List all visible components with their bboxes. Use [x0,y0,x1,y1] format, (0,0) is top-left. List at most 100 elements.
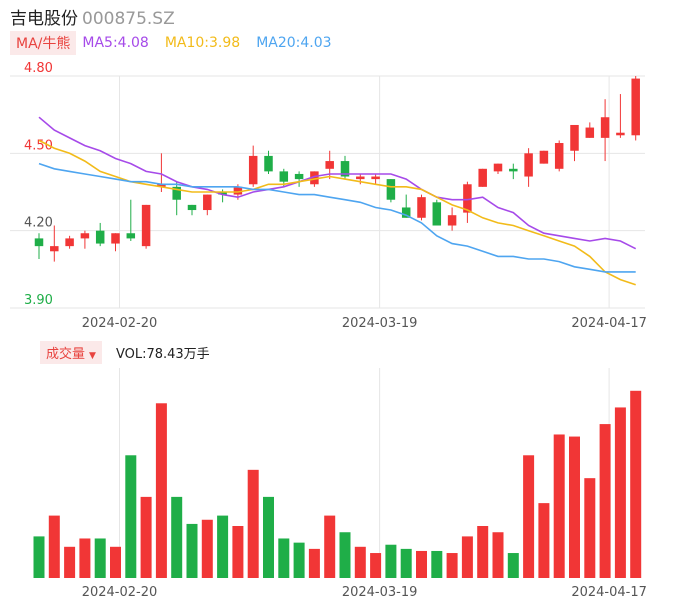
candle-body [279,171,289,182]
ma-toggle-button[interactable]: MA/牛熊 [10,31,77,55]
candle-body [310,171,319,185]
candle-body [463,184,472,213]
candle-body [509,168,518,172]
volume-bar [125,455,137,578]
ma5-label: MA5:4.08 [82,35,149,51]
volume-bar [507,553,519,578]
volume-bar [523,455,535,578]
y-tick-label: 4.20 [24,216,53,231]
candle-body [616,132,625,136]
candle-body [386,179,396,200]
stock-name: 吉电股份 [10,9,78,29]
candle-body [34,238,44,247]
stock-code: 000875.SZ [82,9,175,29]
candle-body [65,238,74,247]
volume-bar [431,550,443,578]
volume-bar [339,532,351,578]
candle-body [294,173,304,180]
volume-x-tick-label: 2024-02-20 [82,585,158,600]
candle-body [248,155,258,185]
volume-bar [247,469,259,578]
ma10-line [38,139,636,286]
volume-bar [461,536,473,578]
candle-body [356,176,365,180]
ma5-line [38,116,637,250]
candle-body [600,117,610,138]
volume-bar [110,546,121,578]
volume-bar [446,553,458,578]
volume-header: 成交量 ▼ VOL:78.43万手 [40,340,210,364]
candle-body [325,161,334,169]
volume-bar [630,390,642,578]
volume-toggle-label: 成交量 [46,346,86,362]
volume-bar [79,538,91,578]
volume-bar [538,503,550,578]
candle-body [264,155,273,172]
ma20-line [38,162,636,273]
candle-body [493,163,503,172]
volume-bar [553,434,565,578]
x-tick-label: 2024-04-17 [571,316,647,331]
candle-body [524,153,533,177]
stock-title: 吉电股份 000875.SZ [10,4,175,29]
candle-body [631,78,640,136]
candle-body [417,197,426,218]
volume-bar [64,546,76,578]
candle-body [340,161,350,177]
y-tick-label: 4.50 [24,138,53,153]
candle-body [478,168,487,187]
candle-body [50,246,59,252]
volume-x-tick-label: 2024-03-19 [342,585,418,600]
volume-bar [584,478,596,578]
volume-bar [569,436,580,578]
volume-bar [416,550,427,578]
volume-bar [614,407,626,578]
candle-body [447,215,457,226]
volume-value-label: VOL:78.43万手 [115,346,210,362]
volume-bar [278,538,290,578]
volume-bar [370,553,382,578]
volume-bar [263,496,274,578]
candle-body [141,204,151,247]
volume-bar [171,496,183,578]
candle-body [187,204,197,211]
candle-body [218,192,227,195]
volume-toggle-button[interactable]: 成交量 ▼ [40,340,102,364]
volume-bar [400,548,412,578]
ma20-label: MA20:4.03 [256,35,332,51]
ma-legend: MA/牛熊 MA5:4.08 MA10:3.98 MA20:4.03 [10,31,348,55]
candle-body [233,186,243,195]
y-tick-label: 4.80 [24,61,53,76]
candle-body [539,150,549,164]
ma10-label: MA10:3.98 [164,35,241,51]
volume-bar [201,519,213,578]
volume-bar [385,544,397,578]
volume-bar [155,403,167,578]
volume-bar [94,538,106,578]
volume-bar [217,515,229,578]
volume-bar [599,424,611,578]
candle-body [126,233,136,239]
x-tick-label: 2024-02-20 [82,316,158,331]
candle-body [203,194,212,211]
candle-body [432,202,442,226]
y-tick-label: 3.90 [24,293,53,308]
candle-body [80,233,90,239]
volume-bar [140,496,152,578]
caret-down-icon: ▼ [89,350,96,361]
volume-bar [293,542,305,578]
candle-body [95,230,105,244]
candle-body [585,127,595,138]
volume-x-tick-label: 2024-04-17 [571,585,647,600]
candle-body [157,184,166,187]
volume-bar [492,532,504,578]
volume-bar [324,515,336,578]
volume-bar [354,546,366,578]
candle-body [371,176,380,180]
candle-body [401,207,411,218]
x-tick-label: 2024-03-19 [342,316,418,331]
volume-bar [477,526,489,578]
candle-body [172,186,181,200]
candle-body [570,124,579,151]
